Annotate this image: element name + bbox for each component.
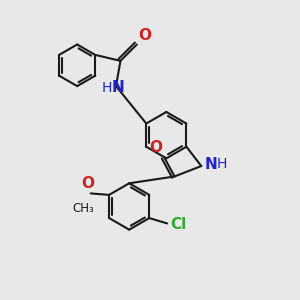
Text: O: O (138, 28, 151, 43)
Text: CH₃: CH₃ (72, 202, 94, 215)
Text: H: H (217, 157, 227, 171)
Text: O: O (81, 176, 94, 191)
Text: N: N (112, 80, 125, 95)
Text: O: O (149, 140, 162, 155)
Text: N: N (204, 157, 217, 172)
Text: Cl: Cl (171, 217, 187, 232)
Text: H: H (101, 81, 112, 94)
